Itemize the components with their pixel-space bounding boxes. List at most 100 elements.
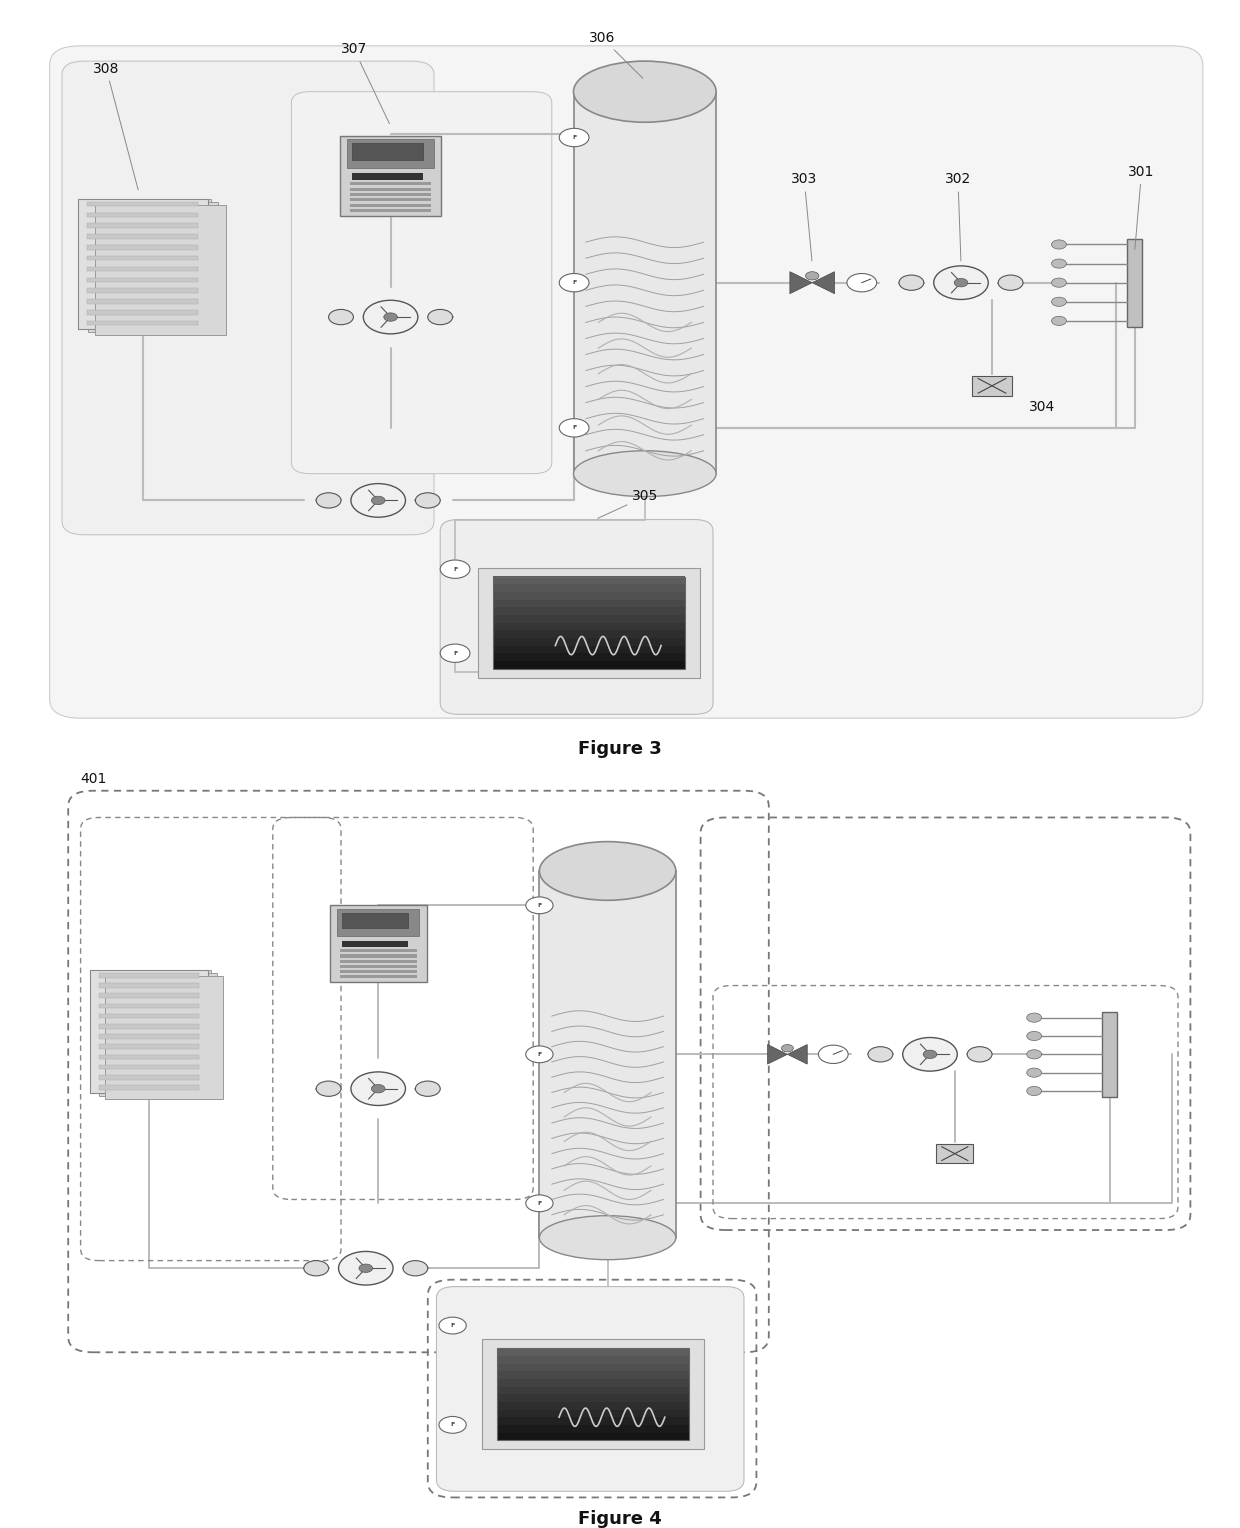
Bar [87,244,198,249]
Circle shape [934,266,988,299]
Bar [352,173,423,179]
Bar [492,622,684,630]
Bar [492,576,684,584]
Circle shape [304,1261,329,1276]
Text: F: F [572,280,577,286]
Bar [340,970,417,973]
Bar [350,203,432,206]
Circle shape [977,376,1007,394]
Bar [99,1004,198,1008]
Bar [539,871,676,1238]
Bar [496,1363,689,1372]
Bar [496,1416,689,1424]
Bar [99,973,217,1096]
Circle shape [440,645,470,663]
Bar [350,188,432,191]
Bar [99,1015,198,1018]
Circle shape [526,897,553,914]
Circle shape [439,1416,466,1433]
Bar [99,1076,198,1079]
Bar [936,1144,973,1163]
Polygon shape [768,1045,787,1063]
Bar [492,614,684,623]
FancyBboxPatch shape [436,1287,744,1491]
Text: F: F [537,1201,542,1206]
Polygon shape [790,272,812,293]
Circle shape [351,1073,405,1106]
Bar [492,591,684,599]
Bar [492,660,684,669]
Text: 305: 305 [598,489,658,518]
Bar [496,1401,689,1409]
Circle shape [955,278,968,287]
Circle shape [526,1045,553,1063]
Bar [496,1424,689,1433]
Circle shape [339,1251,393,1285]
Bar [99,1085,198,1089]
Circle shape [847,274,877,292]
Text: 308: 308 [93,61,138,189]
Bar [573,92,717,474]
Bar [87,310,198,315]
Text: F: F [572,134,577,141]
Circle shape [1052,240,1066,249]
Bar [496,1348,689,1439]
Text: Figure 4: Figure 4 [578,1510,662,1528]
Bar [496,1394,689,1403]
Bar [99,993,198,998]
Circle shape [806,272,818,280]
Bar [496,1371,689,1378]
Circle shape [360,1264,372,1273]
Bar [99,984,198,987]
Bar [340,955,417,958]
Bar [340,960,417,963]
Bar [342,941,408,947]
Text: 306: 306 [589,31,642,78]
Bar [492,599,684,607]
Circle shape [903,1038,957,1071]
Text: 303: 303 [791,173,817,261]
FancyBboxPatch shape [62,61,434,535]
Bar [99,1034,198,1039]
Bar [496,1348,689,1357]
Text: 304: 304 [1029,400,1055,414]
Bar [492,645,684,654]
Circle shape [329,309,353,325]
Circle shape [1052,296,1066,306]
Circle shape [1027,1068,1042,1077]
Circle shape [1027,1050,1042,1059]
Bar [350,193,432,196]
Circle shape [403,1261,428,1276]
Circle shape [559,419,589,437]
Circle shape [967,1047,992,1062]
Text: F: F [453,567,458,571]
Circle shape [1027,1013,1042,1022]
Bar [340,975,417,978]
Circle shape [372,1085,384,1093]
Circle shape [440,561,470,579]
Text: F: F [537,903,542,908]
Bar [342,912,408,927]
Circle shape [1052,258,1066,269]
Bar [492,652,684,660]
Bar [492,637,684,645]
FancyBboxPatch shape [440,520,713,715]
Text: 401: 401 [81,772,107,785]
Text: 307: 307 [341,43,389,124]
FancyBboxPatch shape [50,46,1203,718]
Bar [87,202,198,206]
Circle shape [372,497,384,504]
Circle shape [1027,1031,1042,1041]
Circle shape [899,275,924,290]
Text: F: F [453,651,458,656]
Circle shape [351,483,405,516]
Circle shape [559,274,589,292]
Bar [972,376,1012,396]
Bar [496,1386,689,1394]
Bar [352,144,423,160]
Bar [99,973,198,978]
Bar [496,1355,689,1365]
Circle shape [316,492,341,507]
Circle shape [781,1045,794,1051]
Bar [87,267,198,272]
